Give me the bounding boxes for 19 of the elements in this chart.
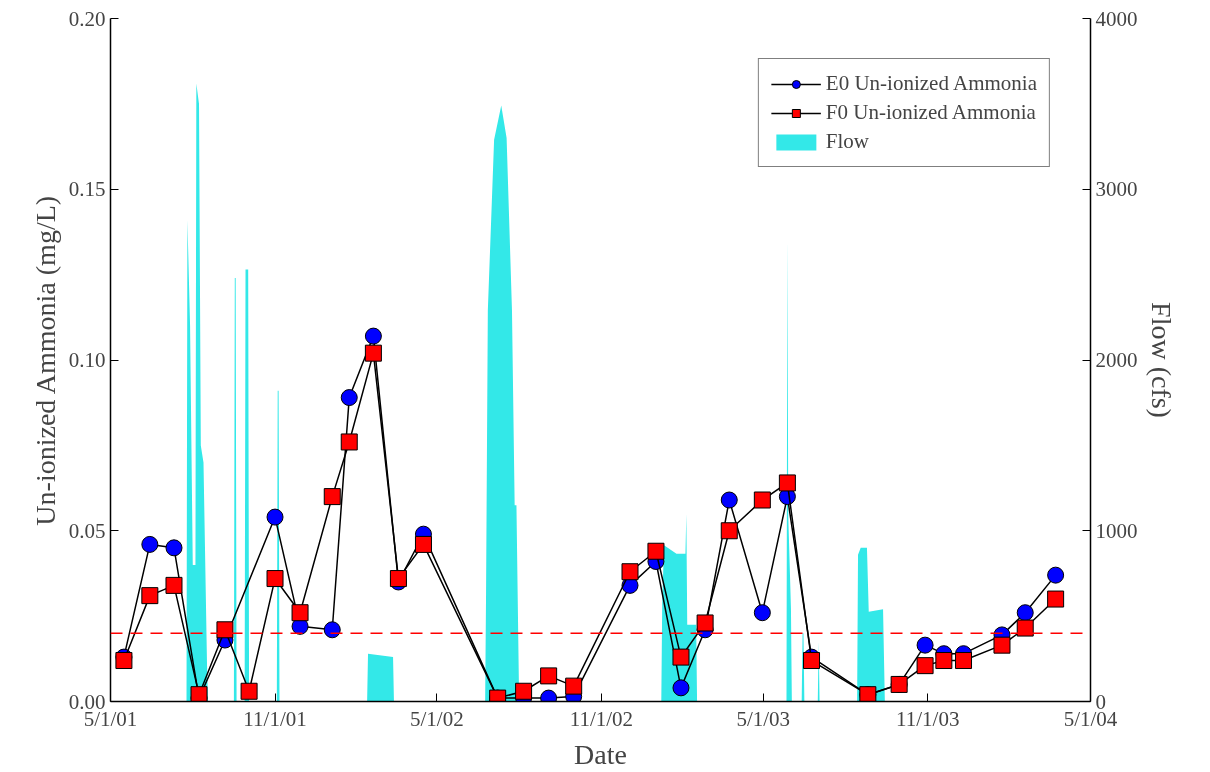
y-axis-title: Un-ionized Ammonia (mg/L) bbox=[29, 195, 61, 526]
legend-label: F0 Un-ionized Ammonia bbox=[825, 100, 1036, 125]
x-tick-label: 5/1/03 bbox=[736, 706, 791, 731]
y2-tick-label: 4000 bbox=[1095, 6, 1138, 31]
x-tick-label: 5/1/02 bbox=[410, 706, 464, 731]
legend-label: Flow bbox=[825, 129, 870, 154]
y-tick-label: 0.05 bbox=[68, 518, 106, 543]
x-tick-label: 11/1/01 bbox=[243, 706, 307, 731]
y-tick-label: 0.10 bbox=[68, 348, 106, 372]
x-tick-label: 11/1/03 bbox=[896, 706, 960, 731]
y2-axis-title: Flow (cfs) bbox=[1145, 302, 1177, 418]
x-tick-label: 11/1/02 bbox=[569, 706, 634, 731]
y2-tick-label: 2000 bbox=[1095, 348, 1138, 372]
y-tick-label: 0.15 bbox=[68, 177, 106, 202]
y-tick-label: 0.20 bbox=[68, 6, 106, 31]
x-axis-title: Date bbox=[574, 738, 627, 770]
y2-tick-label: 3000 bbox=[1095, 177, 1138, 202]
y2-tick-label: 1000 bbox=[1095, 518, 1138, 543]
legend-label: E0 Un-ionized Ammonia bbox=[825, 71, 1037, 96]
